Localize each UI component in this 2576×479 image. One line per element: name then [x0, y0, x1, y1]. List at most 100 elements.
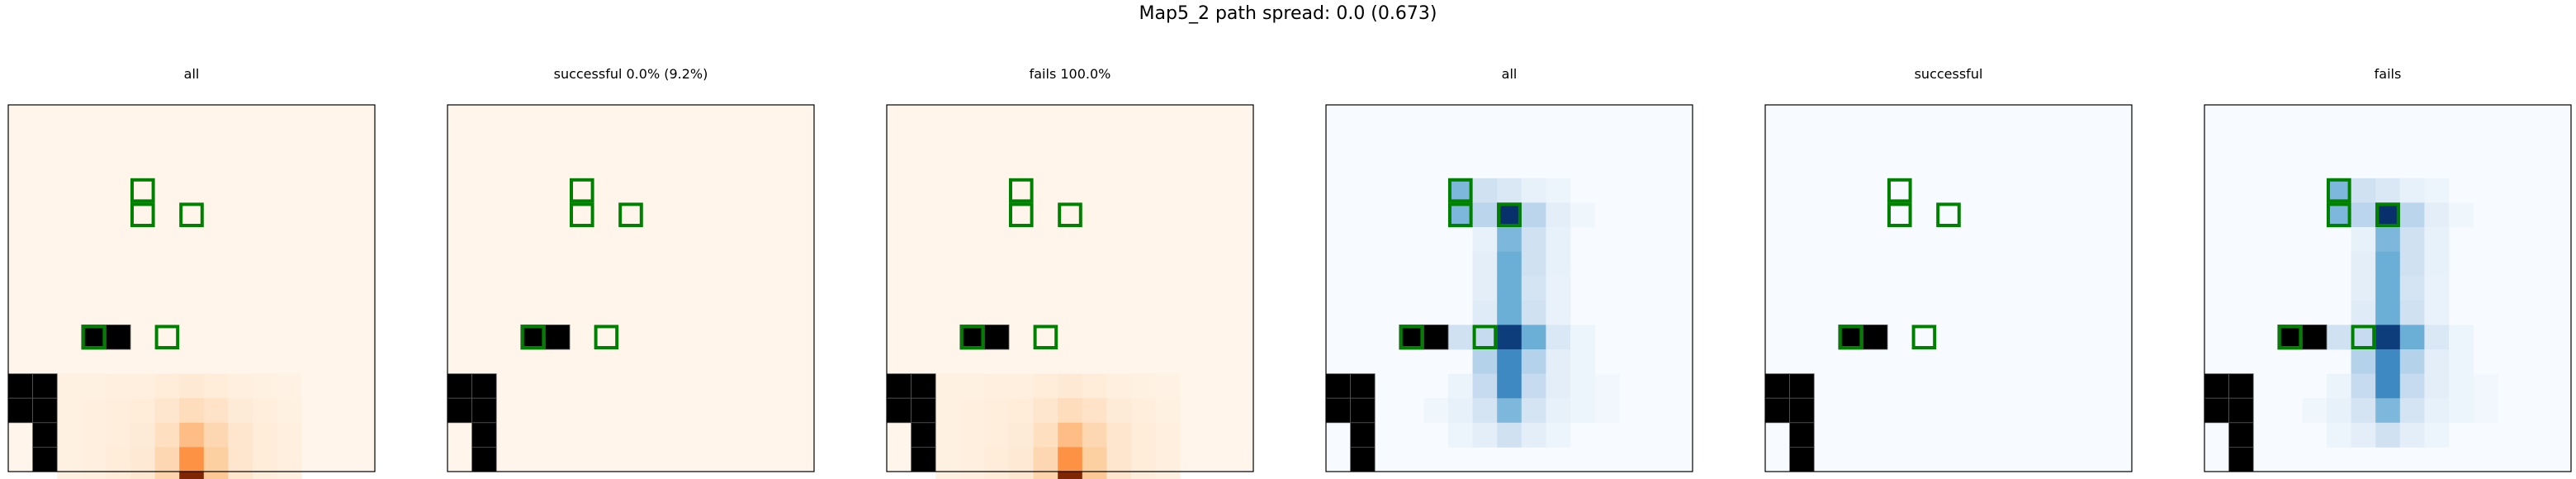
heatmap-cell: [1106, 373, 1132, 399]
heatmap-cell: [2449, 349, 2474, 374]
heatmap-cell: [1472, 251, 1498, 277]
heatmap-cell: [2449, 325, 2474, 350]
heatmap-cell: [1106, 447, 1132, 472]
target-marker: [1033, 325, 1058, 349]
heatmap-cell: [1546, 251, 1571, 277]
heatmap-cell: [2351, 300, 2376, 325]
heatmap-cell: [2424, 349, 2450, 374]
heatmap-cell: [984, 398, 1010, 424]
heatmap-cell: [1497, 276, 1522, 301]
heatmap-cell: [1570, 349, 1595, 374]
heatmap-cell: [1497, 178, 1522, 203]
heatmap-cell: [1546, 325, 1571, 350]
heatmap-cell: [1472, 178, 1498, 203]
heatmap-cell: [2375, 373, 2401, 399]
heatmap-cell: [2375, 398, 2401, 424]
heatmap-cell: [2399, 251, 2425, 277]
heatmap-cell: [106, 447, 131, 472]
heatmap-background: [1765, 105, 2132, 472]
obstacle-cell: [1325, 397, 1352, 424]
target-marker: [570, 178, 594, 203]
heatmap-cell: [2399, 178, 2425, 203]
heatmap-cell: [179, 373, 205, 399]
axes-frame: [7, 104, 376, 472]
heatmap-cell: [935, 398, 961, 424]
heatmap-cell: [2351, 422, 2376, 448]
obstacle-cell: [81, 324, 107, 350]
obstacle-cell: [911, 373, 936, 399]
heatmap-cell: [984, 447, 1010, 472]
heatmap-cell: [179, 398, 205, 424]
obstacle-cell: [1350, 422, 1376, 448]
heatmap-cell: [1497, 251, 1522, 277]
target-marker: [618, 202, 643, 227]
heatmap-cell: [203, 398, 229, 424]
obstacle-cell: [886, 373, 912, 399]
obstacle-cell: [447, 397, 473, 424]
heatmap-cell: [1155, 447, 1181, 472]
heatmap-cell: [1058, 373, 1083, 399]
heatmap-cell: [179, 422, 205, 448]
heatmap-cell: [1448, 373, 1473, 399]
heatmap-cell: [1521, 325, 1546, 350]
heatmap-cell: [1521, 422, 1546, 448]
heatmap-cell: [1497, 373, 1522, 399]
heatmap-cell: [130, 422, 155, 448]
target-marker: [1911, 325, 1937, 349]
heatmap-cell: [2351, 349, 2376, 374]
heatmap-cell: [1058, 472, 1083, 479]
heatmap-cell: [1009, 472, 1034, 479]
obstacle-cell: [2277, 324, 2303, 350]
heatmap-cell: [1448, 178, 1473, 203]
heatmap-cell: [130, 373, 155, 399]
heatmap-cell: [81, 447, 107, 472]
heatmap-cell: [1497, 300, 1522, 325]
heatmap-cell: [1497, 398, 1522, 424]
heatmap-cell: [2399, 422, 2425, 448]
heatmap-cell: [1448, 202, 1473, 228]
heatmap-cell: [2351, 251, 2376, 277]
obstacle-cell: [2228, 373, 2254, 399]
heatmap-cell: [2424, 300, 2450, 325]
heatmap-cell: [154, 398, 180, 424]
axes-frame: [886, 104, 1254, 472]
heatmap-cell: [2424, 251, 2450, 277]
heatmap-cell: [1521, 178, 1546, 203]
panel-title-5: successful: [1914, 66, 1983, 82]
heatmap-cell: [2424, 178, 2450, 203]
heatmap-cell: [935, 472, 961, 479]
target-marker: [130, 178, 155, 203]
heatmap-cell: [1131, 373, 1156, 399]
heatmap-cell: [2399, 373, 2425, 399]
heatmap-cell: [203, 472, 229, 479]
heatmap-cell: [2327, 398, 2351, 424]
axes-frame: [1325, 104, 1693, 472]
heatmap-cell: [2375, 251, 2401, 277]
heatmap-cell: [228, 373, 253, 399]
target-marker: [1887, 178, 1912, 203]
heatmap-cell: [277, 373, 302, 399]
heatmap-cell: [253, 447, 277, 472]
heatmap-cell: [1546, 300, 1571, 325]
heatmap-cell: [106, 472, 131, 479]
heatmap-cell: [2399, 325, 2425, 350]
heatmap-cell: [2399, 349, 2425, 374]
target-marker: [570, 202, 594, 227]
obstacle-cell: [471, 397, 497, 424]
heatmap-cell: [81, 422, 107, 448]
obstacle-cell: [2228, 447, 2254, 472]
heatmap-cell: [2351, 398, 2376, 424]
target-marker: [1009, 178, 1034, 203]
heatmap-cell: [1521, 276, 1546, 301]
heatmap-cell: [1082, 422, 1107, 448]
heatmap-cell: [81, 373, 107, 399]
heatmap-cell: [154, 373, 180, 399]
axes-frame: [447, 104, 815, 472]
obstacle-cell: [2228, 397, 2254, 424]
target-marker: [2327, 178, 2351, 203]
panel-title-3: fails 100.0%: [1029, 66, 1111, 82]
heatmap-cell: [1131, 447, 1156, 472]
target-marker: [130, 202, 155, 227]
heatmap-cell: [228, 422, 253, 448]
heatmap-cell: [2424, 202, 2450, 228]
